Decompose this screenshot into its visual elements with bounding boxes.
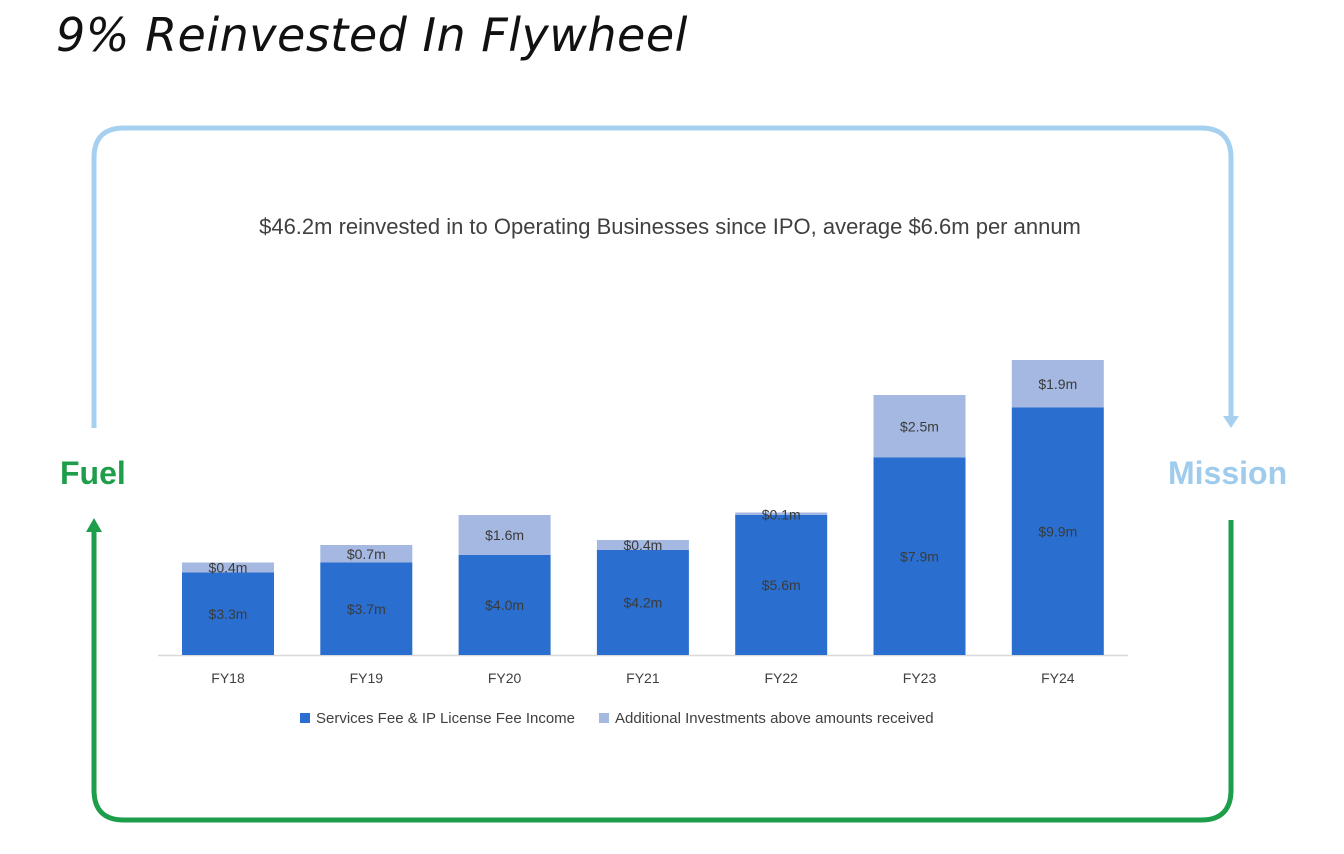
bar-series2-fy22 [735,512,828,515]
x-tick-label-fy20: FY20 [488,670,522,686]
bar-series1-fy21 [596,550,689,655]
legend-label-series1: Services Fee & IP License Fee Income [316,709,576,727]
x-tick-label-fy19: FY19 [350,670,384,686]
bar-series1-fy23 [873,457,966,655]
data-label-series2-fy19: $0.7m [347,546,386,562]
mission-label: Mission [1168,455,1288,491]
bar-series2-fy23 [873,395,966,458]
legend-item-series1: Services Fee & IP License Fee Income [300,710,575,727]
legend-label-series2: Additional Investments above amounts rec… [615,709,934,727]
data-label-series2-fy20: $1.6m [485,527,524,543]
x-tick-label-fy24: FY24 [1041,670,1075,686]
x-tick-label-fy21: FY21 [626,670,660,686]
data-label-series1-fy19: $3.7m [347,601,386,617]
data-label-series1-fy22: $5.6m [762,577,801,593]
bar-series2-fy24 [1011,360,1104,408]
legend-swatch-series2 [599,713,610,723]
chart-legend: Services Fee & IP License Fee Income Add… [300,708,958,728]
fuel-label: Fuel [60,455,126,491]
data-label-series1-fy18: $3.3m [209,606,248,622]
data-label-series1-fy20: $4.0m [485,597,524,613]
bar-series1-fy20 [458,555,551,655]
data-label-series2-fy23: $2.5m [900,418,939,434]
bar-series1-fy24 [1011,407,1104,655]
data-label-series2-fy22: $0.1m [762,507,801,523]
data-label-series2-fy21: $0.4m [623,537,662,553]
loop-bottom-arc [91,520,1234,823]
bar-series1-fy18 [182,572,274,655]
x-tick-label-fy18: FY18 [211,670,245,686]
loop-top-arc [91,125,1234,428]
data-label-series1-fy21: $4.2m [623,595,662,611]
bar-series1-fy22 [735,515,828,655]
legend-item-series2: Additional Investments above amounts rec… [599,710,934,727]
slide-title: 9% Reinvested In Flywheel [56,8,688,62]
data-label-series2-fy18: $0.4m [209,560,248,576]
bar-series2-fy19 [320,545,413,563]
bar-series1-fy19 [320,562,413,655]
x-tick-label-fy22: FY22 [764,670,798,686]
x-tick-label-fy23: FY23 [903,670,937,686]
bar-series2-fy20 [458,515,551,555]
data-label-series1-fy24: $9.9m [1038,523,1077,539]
fuel-arrow-icon [86,518,102,532]
chart-title: $46.2m reinvested in to Operating Busine… [259,214,1081,239]
bar-series2-fy21 [596,540,689,550]
data-label-series2-fy24: $1.9m [1038,376,1077,392]
bar-series2-fy18 [182,562,274,573]
data-label-series1-fy23: $7.9m [900,548,939,564]
legend-swatch-series1 [300,713,310,723]
mission-arrow-icon [1223,416,1239,428]
